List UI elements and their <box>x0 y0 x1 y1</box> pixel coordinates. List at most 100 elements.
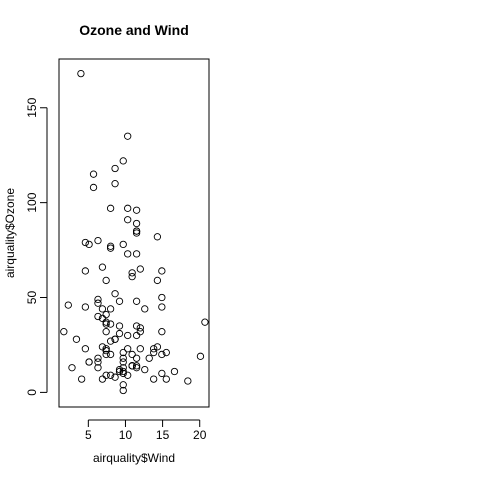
data-point <box>136 328 144 336</box>
data-point <box>132 250 141 258</box>
data-point <box>115 329 124 338</box>
data-point <box>119 367 127 376</box>
data-point <box>124 204 132 212</box>
data-point <box>124 345 132 353</box>
data-point <box>106 244 115 252</box>
data-point <box>89 170 98 178</box>
data-point <box>102 320 110 328</box>
data-point <box>124 132 132 140</box>
data-point <box>94 236 102 245</box>
data-point <box>128 272 136 281</box>
data-point <box>98 263 107 271</box>
data-point <box>94 358 102 366</box>
data-point <box>94 299 102 307</box>
data-point <box>132 227 141 235</box>
data-point <box>124 250 132 258</box>
data-point <box>106 204 115 212</box>
data-point <box>136 265 144 273</box>
data-point <box>115 365 124 374</box>
data-point <box>162 348 170 357</box>
data-point <box>150 345 158 353</box>
data-point <box>170 367 179 376</box>
x-tick-label: 10 <box>119 428 133 442</box>
data-point <box>98 343 107 351</box>
data-point <box>124 216 132 224</box>
data-point <box>102 318 110 326</box>
data-point <box>158 303 166 311</box>
data-point <box>115 297 124 305</box>
data-point <box>132 229 141 237</box>
data-point <box>102 328 110 336</box>
data-point <box>132 362 141 370</box>
plot-frame <box>58 58 210 408</box>
data-point <box>68 364 76 372</box>
data-point <box>89 183 98 192</box>
data-point <box>102 276 110 285</box>
data-point <box>119 369 127 378</box>
data-point <box>111 335 119 343</box>
data-point <box>128 362 136 370</box>
data-point <box>128 269 136 277</box>
y-tick-label: 50 <box>25 291 39 305</box>
data-point <box>196 352 205 360</box>
data-point <box>141 305 149 313</box>
data-point <box>106 242 115 250</box>
data-point <box>132 219 141 228</box>
data-point <box>94 354 102 362</box>
x-tick-label: 20 <box>193 428 207 442</box>
data-point <box>111 180 119 188</box>
data-point <box>136 324 144 332</box>
data-point <box>94 295 102 304</box>
data-points <box>60 69 209 395</box>
data-point <box>132 364 141 372</box>
data-point <box>136 345 144 353</box>
data-point <box>158 350 166 359</box>
data-point <box>115 322 124 330</box>
data-point <box>102 310 110 319</box>
data-point <box>119 364 127 372</box>
data-point <box>132 331 141 340</box>
data-point <box>150 375 158 383</box>
data-point <box>111 164 119 173</box>
data-point <box>141 365 149 374</box>
data-point <box>72 335 81 343</box>
data-point <box>98 305 107 313</box>
x-tick-label: 15 <box>156 428 170 442</box>
data-point <box>111 373 119 381</box>
data-point <box>106 350 115 359</box>
x-tick-label: 5 <box>85 428 92 442</box>
data-point <box>64 301 72 309</box>
data-point <box>98 375 107 383</box>
data-point <box>94 364 102 372</box>
data-point <box>132 354 141 362</box>
y-axis: 0 50 100 150 <box>25 97 48 396</box>
data-point <box>158 267 166 275</box>
data-point <box>111 290 119 298</box>
data-point <box>119 354 127 362</box>
data-point <box>81 345 90 353</box>
data-point <box>119 157 127 165</box>
data-point <box>119 381 127 389</box>
data-point <box>102 350 110 359</box>
data-point <box>81 238 90 247</box>
data-point <box>115 367 124 376</box>
data-point <box>106 371 115 379</box>
data-point <box>77 375 86 383</box>
data-point <box>119 386 127 395</box>
data-point <box>153 233 162 241</box>
data-point <box>106 320 115 328</box>
data-point <box>102 345 110 353</box>
data-point <box>81 303 90 311</box>
data-point <box>132 206 141 214</box>
data-point <box>184 377 192 385</box>
data-point <box>124 331 132 340</box>
data-point <box>150 348 158 357</box>
data-point <box>201 318 209 326</box>
data-point <box>145 354 153 362</box>
data-point <box>106 305 115 313</box>
x-axis: 5 10 15 20 <box>85 419 207 442</box>
data-point <box>158 293 166 302</box>
data-point <box>119 348 127 357</box>
